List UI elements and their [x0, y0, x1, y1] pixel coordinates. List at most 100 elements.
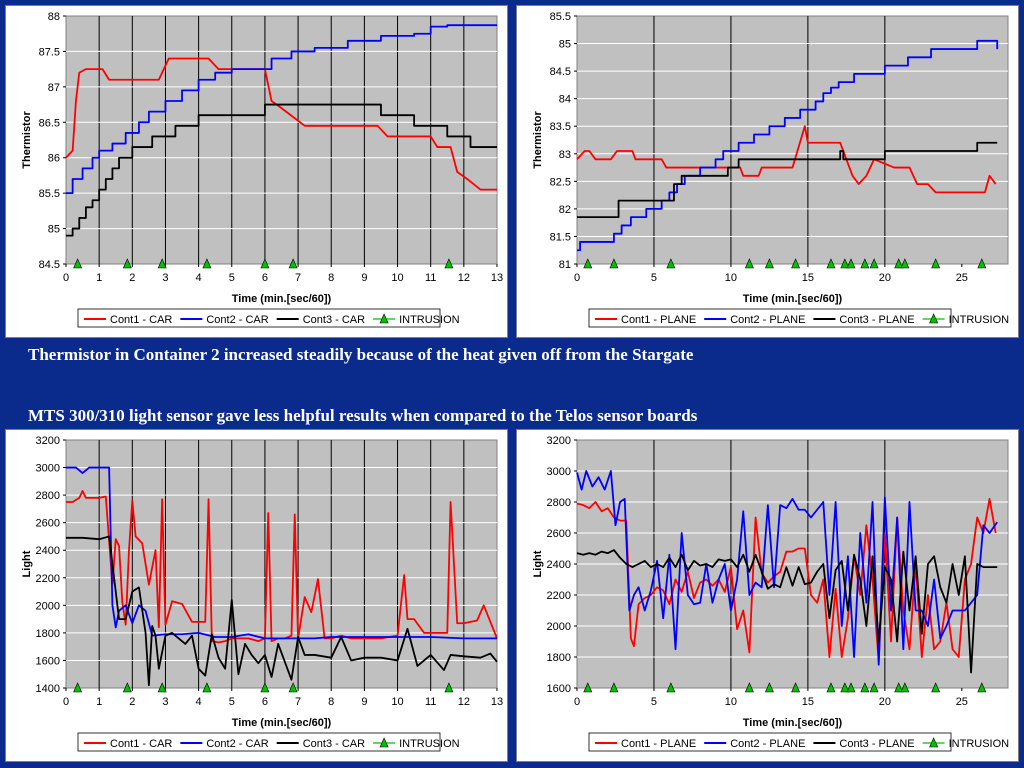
y-tick-label: 81 — [559, 259, 571, 271]
x-tick-label: 5 — [229, 696, 235, 708]
x-tick-label: 25 — [956, 696, 968, 708]
chart-panel-thermistor-plane: 81 81.5 82 82.5 83 83.5 84 84.5 85 85.5 0 5 10 15 20 25… — [516, 5, 1019, 338]
x-tick-label: 5 — [229, 272, 235, 284]
y-tick-label: 1600 — [547, 683, 571, 695]
legend-label: Cont2 - CAR — [206, 738, 268, 750]
intrusion-marker — [666, 682, 676, 693]
intrusion-marker — [157, 258, 167, 269]
legend-label: Cont1 - CAR — [110, 738, 172, 750]
intrusion-marker — [846, 682, 856, 693]
x-tick-label: 4 — [196, 272, 202, 284]
x-axis-title: Time (min.[sec/60]) — [743, 293, 843, 305]
y-tick-label: 85.5 — [550, 11, 571, 23]
y-tick-label: 1600 — [36, 655, 60, 667]
y-tick-label: 2000 — [547, 621, 571, 633]
legend-intrusion-marker — [379, 737, 389, 748]
legend-label: INTRUSION — [949, 738, 1010, 750]
x-tick-label: 7 — [295, 696, 301, 708]
intrusion-marker — [609, 258, 619, 269]
intrusion-marker — [826, 682, 836, 693]
y-tick-label: 83 — [559, 149, 571, 161]
intrusion-marker — [894, 258, 904, 269]
x-tick-label: 5 — [651, 272, 657, 284]
y-tick-label: 86 — [48, 153, 60, 165]
y-axis-title: Thermistor — [21, 111, 33, 169]
caption-light-sensor: MTS 300/310 light sensor gave less helpf… — [28, 406, 698, 425]
legend-box — [77, 732, 441, 752]
x-tick-label: 9 — [361, 272, 367, 284]
plot-area — [65, 439, 498, 689]
intrusion-marker — [900, 258, 910, 269]
y-tick-label: 3000 — [547, 466, 571, 478]
x-tick-label: 8 — [328, 272, 334, 284]
x-tick-label: 11 — [425, 696, 436, 708]
x-tick-label: 20 — [879, 272, 891, 284]
x-tick-label: 10 — [391, 696, 403, 708]
intrusion-marker — [826, 258, 836, 269]
x-tick-label: 9 — [361, 696, 367, 708]
y-tick-label: 83.5 — [550, 121, 571, 133]
intrusion-marker — [764, 682, 774, 693]
intrusion-marker — [583, 682, 593, 693]
y-tick-label: 3000 — [36, 463, 60, 475]
x-tick-label: 0 — [574, 696, 580, 708]
x-tick-label: 12 — [458, 272, 470, 284]
x-tick-label: 6 — [262, 696, 268, 708]
chart-panel-light-car: 1400 1600 1800 2000 2200 2400 2600 2800 3000 3200… — [5, 429, 508, 762]
intrusion-marker — [288, 258, 298, 269]
chart-panel-light-plane: 1600 1800 2000 2200 2400 2600 2800 3000 3200 0 5 10… — [516, 429, 1019, 762]
legend-intrusion-marker — [929, 313, 939, 324]
x-tick-label: 6 — [262, 272, 268, 284]
y-axis-title: Light — [532, 550, 544, 577]
intrusion-marker — [840, 682, 850, 693]
x-tick-label: 13 — [491, 696, 503, 708]
x-tick-label: 3 — [162, 696, 168, 708]
y-tick-label: 81.5 — [550, 231, 571, 243]
x-tick-label: 12 — [458, 696, 470, 708]
x-tick-label: 7 — [295, 272, 301, 284]
y-tick-label: 84.5 — [550, 66, 571, 78]
y-tick-label: 2600 — [547, 528, 571, 540]
series-line-3 — [66, 103, 497, 237]
x-tick-label: 0 — [63, 696, 69, 708]
intrusion-marker — [122, 258, 132, 269]
legend-label: Cont2 - PLANE — [730, 314, 805, 326]
intrusion-marker — [860, 682, 870, 693]
y-tick-label: 84.5 — [39, 259, 60, 271]
intrusion-marker — [791, 682, 801, 693]
intrusion-marker — [744, 258, 754, 269]
chart-panel-thermistor-car: 84.5 85 85.5 86 86.5 87 87.5 88 0 1 2 3 4 5 6 7 8 9 10 11 12… — [5, 5, 508, 338]
legend-box — [588, 308, 952, 328]
y-tick-label: 2800 — [36, 490, 60, 502]
y-tick-label: 85.5 — [39, 188, 60, 200]
y-tick-label: 85 — [559, 39, 571, 51]
legend-label: Cont3 - CAR — [303, 314, 365, 326]
y-tick-label: 1800 — [547, 652, 571, 664]
intrusion-marker — [744, 682, 754, 693]
intrusion-marker — [444, 258, 454, 269]
series-line-3 — [576, 549, 998, 674]
legend-intrusion-marker — [379, 313, 389, 324]
series-line-2 — [577, 39, 999, 252]
y-tick-label: 82 — [559, 204, 571, 216]
x-tick-label: 13 — [491, 272, 503, 284]
intrusion-marker — [846, 258, 856, 269]
caption-thermistor: Thermistor in Container 2 increased stea… — [28, 345, 694, 364]
legend-label: Cont2 - PLANE — [730, 738, 805, 750]
legend-label: INTRUSION — [399, 314, 460, 326]
intrusion-marker — [977, 682, 987, 693]
legend-label: Cont3 - PLANE — [839, 314, 914, 326]
y-tick-label: 3200 — [547, 435, 571, 447]
intrusion-marker — [894, 682, 904, 693]
x-tick-label: 10 — [391, 272, 403, 284]
legend-box — [77, 308, 441, 328]
intrusion-marker — [764, 258, 774, 269]
intrusion-marker — [860, 258, 870, 269]
legend-label: Cont3 - CAR — [303, 738, 365, 750]
legend-label: Cont3 - PLANE — [839, 738, 914, 750]
y-tick-label: 2200 — [547, 590, 571, 602]
y-tick-label: 87 — [48, 82, 60, 94]
x-tick-label: 15 — [802, 696, 814, 708]
legend-label: Cont1 - PLANE — [621, 738, 696, 750]
